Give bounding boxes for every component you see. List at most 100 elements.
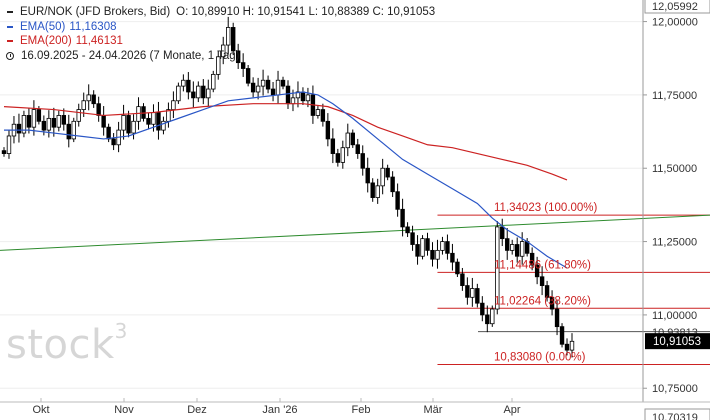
candle-body-19 — [96, 103, 101, 116]
watermark-text: stock — [6, 322, 115, 368]
time-tick-label-4: Feb — [352, 404, 371, 416]
candle-body-18 — [91, 94, 96, 105]
candle-body-16 — [81, 100, 86, 110]
fibonacci-labels: 11,34023 (100.00%) 11,14486 (61.80%) 11,02… — [494, 202, 598, 363]
candle-body-65 — [325, 120, 331, 140]
candle-body-14 — [71, 120, 76, 140]
clock-icon — [6, 51, 14, 60]
candle-body-67 — [335, 153, 341, 163]
candle-body-73 — [365, 167, 370, 184]
candle-body-37 — [186, 79, 191, 93]
price-tick-label-3: 11,25000 — [652, 237, 697, 249]
axis-bottom-label: 10,70319 — [652, 412, 698, 420]
candle-body-82 — [410, 232, 415, 245]
candle-body-114 — [569, 340, 575, 351]
stock3-watermark: stock3 — [6, 318, 128, 368]
candle-body-66 — [330, 138, 336, 154]
fib-label-2: 11,02264 (38.20%) — [494, 295, 591, 307]
candle-body-47 — [235, 50, 241, 64]
candle-body-70 — [350, 132, 355, 146]
fib-label-1: 11,14486 (61.80%) — [494, 259, 591, 271]
candle-body-7 — [36, 109, 42, 122]
candle-body-15 — [76, 109, 81, 122]
candle-body-87 — [435, 249, 440, 260]
green-trendline — [0, 214, 710, 251]
candle-body-10 — [51, 117, 57, 128]
candle-body-108 — [539, 276, 545, 286]
candle-body-55 — [275, 79, 281, 96]
candle-body-6 — [31, 109, 37, 128]
candle-body-8 — [41, 120, 47, 131]
candle-body-84 — [420, 238, 425, 257]
candle-body-38 — [191, 91, 196, 99]
candle-body-110 — [549, 296, 555, 310]
candle-body-11 — [56, 115, 62, 128]
candle-body-20 — [101, 115, 106, 128]
candle-body-40 — [201, 85, 206, 99]
candle-body-4 — [21, 115, 27, 134]
instrument-marker-icon — [7, 11, 13, 14]
period-range: 16.09.2025 - 24.04.2026 (7 Monate, 1 Tag… — [21, 49, 240, 62]
candle-body-113 — [564, 343, 570, 351]
candle-body-97 — [485, 314, 490, 325]
candle-body-46 — [230, 27, 236, 52]
watermark-sup: 3 — [114, 318, 128, 343]
last-price-box — [645, 333, 710, 350]
price-tick-label-2: 11,50000 — [652, 163, 697, 175]
candle-body-22 — [111, 138, 116, 146]
candle-body-71 — [355, 144, 360, 154]
candle-body-100 — [500, 226, 505, 240]
candle-body-0 — [1, 150, 7, 154]
legend-ema200-row: EMA(200) 11,46131 — [6, 34, 435, 49]
time-tick-label-5: Mär — [424, 404, 443, 416]
candle-body-93 — [465, 285, 470, 298]
candle-body-9 — [46, 117, 52, 131]
candle-body-86 — [430, 249, 435, 260]
candle-body-51 — [255, 85, 261, 93]
candle-body-1 — [6, 135, 12, 154]
axis-top-label-box — [644, 0, 710, 14]
time-tick-label-1: Nov — [114, 404, 134, 416]
candle-body-99 — [495, 226, 500, 310]
price-tick-label-5: 10,75000 — [652, 383, 698, 395]
ema50-swatch-icon — [7, 25, 13, 28]
candle-body-24 — [121, 115, 126, 131]
candle-body-106 — [529, 252, 535, 266]
candle-body-56 — [280, 79, 286, 87]
candle-body-45 — [226, 27, 231, 46]
candle-body-101 — [505, 238, 510, 251]
axis-bottom-label-box — [644, 408, 710, 420]
candle-body-98 — [490, 308, 495, 325]
candle-body-72 — [360, 153, 365, 169]
price-tick-label-0: 12,00000 — [652, 17, 698, 29]
ema50-value: 11,16308 — [69, 20, 117, 33]
candle-body-89 — [445, 241, 450, 254]
price-axis: 12,00000 11,75000 11,50000 11,25000 11,00000… — [642, 0, 710, 420]
candle-body-94 — [470, 288, 475, 298]
time-axis: Okt Nov Dez Jan '26 Feb Mär Apr — [0, 398, 710, 416]
price-tick-label-1: 11,75000 — [652, 90, 697, 102]
candle-body-26 — [131, 120, 136, 134]
legend-ohlc-row: EUR/NOK (JFD Brokers, Bid) O: 10,89910 H… — [6, 5, 435, 20]
candle-body-102 — [510, 244, 515, 251]
price-candles — [1, 16, 575, 358]
candle-body-25 — [126, 115, 131, 134]
candle-body-5 — [26, 115, 32, 128]
candle-body-69 — [345, 132, 350, 149]
candle-body-107 — [534, 264, 540, 278]
candle-body-58 — [290, 97, 296, 105]
candle-body-29 — [146, 117, 151, 125]
candle-body-103 — [514, 244, 520, 257]
candle-body-30 — [151, 112, 156, 125]
price-gridlines — [0, 21, 643, 389]
candle-body-104 — [519, 241, 525, 257]
candle-body-48 — [240, 62, 246, 69]
candle-body-80 — [400, 208, 405, 228]
candle-body-60 — [300, 91, 306, 102]
candle-body-96 — [480, 302, 485, 316]
ema50-line — [4, 91, 568, 269]
ema200-value: 11,46131 — [75, 35, 123, 47]
candle-body-75 — [375, 185, 380, 198]
fib-label-3: 10,83080 (0.00%) — [494, 352, 586, 364]
candle-body-111 — [554, 308, 560, 328]
